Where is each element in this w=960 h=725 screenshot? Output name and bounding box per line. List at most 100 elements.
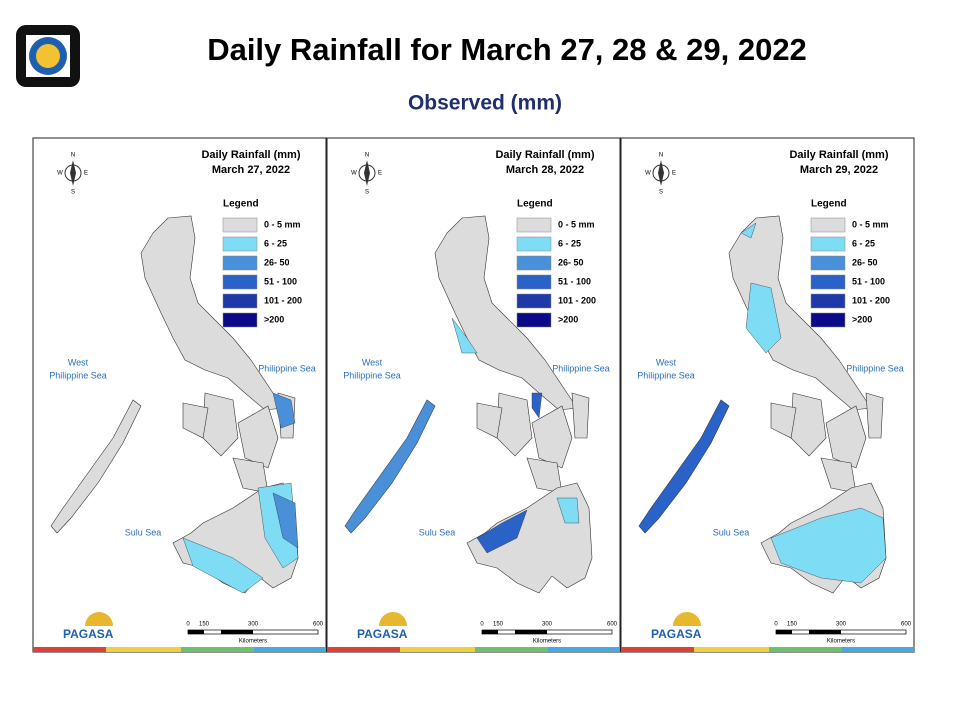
logo-arc	[673, 612, 701, 626]
rainfall-area	[556, 497, 580, 524]
compass-label: S	[365, 190, 369, 196]
logo-arc	[85, 612, 113, 626]
rainfall-area	[451, 317, 478, 354]
sea-label: Sulu Sea	[125, 527, 162, 537]
legend-label: 26- 50	[264, 257, 290, 267]
scale-bar	[482, 630, 498, 634]
legend-label: 26- 50	[852, 257, 878, 267]
rainfall-area	[740, 222, 757, 239]
compass-label: E	[84, 171, 88, 177]
legend-swatch	[810, 217, 846, 233]
map-panel: N S E W Daily Rainfall (mm) March 29, 2022 Leg…	[620, 137, 915, 653]
scale-label: 300	[836, 622, 847, 628]
scale-label: 150	[787, 622, 798, 628]
logo-arc	[379, 612, 407, 626]
rainfall-area	[770, 507, 887, 584]
color-strip	[181, 647, 254, 652]
rainfall-area	[272, 492, 299, 549]
compass-label: N	[71, 153, 75, 159]
logo-text: PAGASA	[63, 627, 114, 641]
legend-label: 6 - 25	[852, 238, 875, 248]
legend-label: 51 - 100	[852, 276, 885, 286]
rainfall-area	[272, 392, 296, 429]
legend-swatch	[222, 274, 258, 290]
legend-label: 0 - 5 mm	[264, 219, 301, 229]
rainfall-area	[182, 537, 264, 594]
map-panel: N S E W Daily Rainfall (mm) March 28, 2022 Leg…	[326, 137, 621, 653]
legend-swatch	[516, 255, 552, 271]
sea-label: Philippine Sea	[343, 370, 401, 380]
legend-swatch	[810, 255, 846, 271]
compass	[364, 160, 370, 186]
legend-swatch	[810, 312, 846, 328]
sea-label: West	[68, 357, 89, 367]
legend-swatch	[222, 312, 258, 328]
legend-swatch	[516, 217, 552, 233]
agency-logo	[16, 25, 80, 87]
map-heading: Daily Rainfall (mm)	[495, 149, 594, 161]
scale-label: 0	[186, 622, 190, 628]
map-date: March 28, 2022	[506, 164, 584, 176]
legend-label: 51 - 100	[558, 276, 591, 286]
compass-label: W	[645, 171, 651, 177]
sea-label: Philippine Sea	[637, 370, 695, 380]
scale-unit: Kilometers	[827, 639, 855, 645]
compass-label: W	[351, 171, 357, 177]
compass	[70, 160, 76, 186]
scale-bar	[221, 630, 253, 634]
scale-label: 0	[774, 622, 778, 628]
legend-swatch	[516, 312, 552, 328]
sea-label: West	[656, 357, 677, 367]
sea-label: Sulu Sea	[713, 527, 750, 537]
legend-swatch	[810, 293, 846, 309]
scale-label: 600	[607, 622, 618, 628]
island	[825, 405, 867, 469]
compass-label: S	[71, 190, 75, 196]
legend-label: >200	[558, 314, 578, 324]
color-strip	[33, 647, 106, 652]
scale-label: 300	[248, 622, 259, 628]
map-date: March 29, 2022	[800, 164, 878, 176]
legend-label: 6 - 25	[558, 238, 581, 248]
legend-swatch	[516, 236, 552, 252]
legend-swatch	[222, 293, 258, 309]
scale-label: 600	[901, 622, 912, 628]
logo-text: PAGASA	[357, 627, 408, 641]
legend-label: >200	[852, 314, 872, 324]
color-strip	[621, 647, 694, 652]
scale-bar	[188, 630, 204, 634]
legend-label: 0 - 5 mm	[558, 219, 595, 229]
compass-label: E	[378, 171, 382, 177]
legend-label: 26- 50	[558, 257, 584, 267]
color-strip	[769, 647, 842, 652]
island	[865, 392, 884, 439]
map-heading: Daily Rainfall (mm)	[789, 149, 888, 161]
scale-bar	[776, 630, 792, 634]
legend-title: Legend	[517, 199, 553, 210]
logo-text: PAGASA	[651, 627, 702, 641]
rainfall-area	[638, 399, 730, 534]
scale-bar	[515, 630, 547, 634]
rainfall-area	[745, 282, 782, 354]
island	[237, 405, 279, 469]
slide-subtitle: Observed (mm)	[408, 92, 562, 115]
island	[476, 402, 503, 439]
color-strip	[548, 647, 620, 652]
color-strip	[106, 647, 181, 652]
sea-label: Philippine Sea	[49, 370, 107, 380]
scale-unit: Kilometers	[239, 639, 267, 645]
color-strip	[475, 647, 548, 652]
legend-label: 101 - 200	[264, 295, 302, 305]
scale-label: 0	[480, 622, 484, 628]
map-date: March 27, 2022	[212, 164, 290, 176]
legend-label: 51 - 100	[264, 276, 297, 286]
compass-label: E	[672, 171, 676, 177]
legend-title: Legend	[223, 199, 259, 210]
rainfall-area	[476, 509, 528, 554]
legend-swatch	[222, 217, 258, 233]
legend-label: 6 - 25	[264, 238, 287, 248]
scale-label: 150	[199, 622, 210, 628]
compass-label: S	[659, 190, 663, 196]
legend-swatch	[222, 255, 258, 271]
island	[531, 405, 573, 469]
